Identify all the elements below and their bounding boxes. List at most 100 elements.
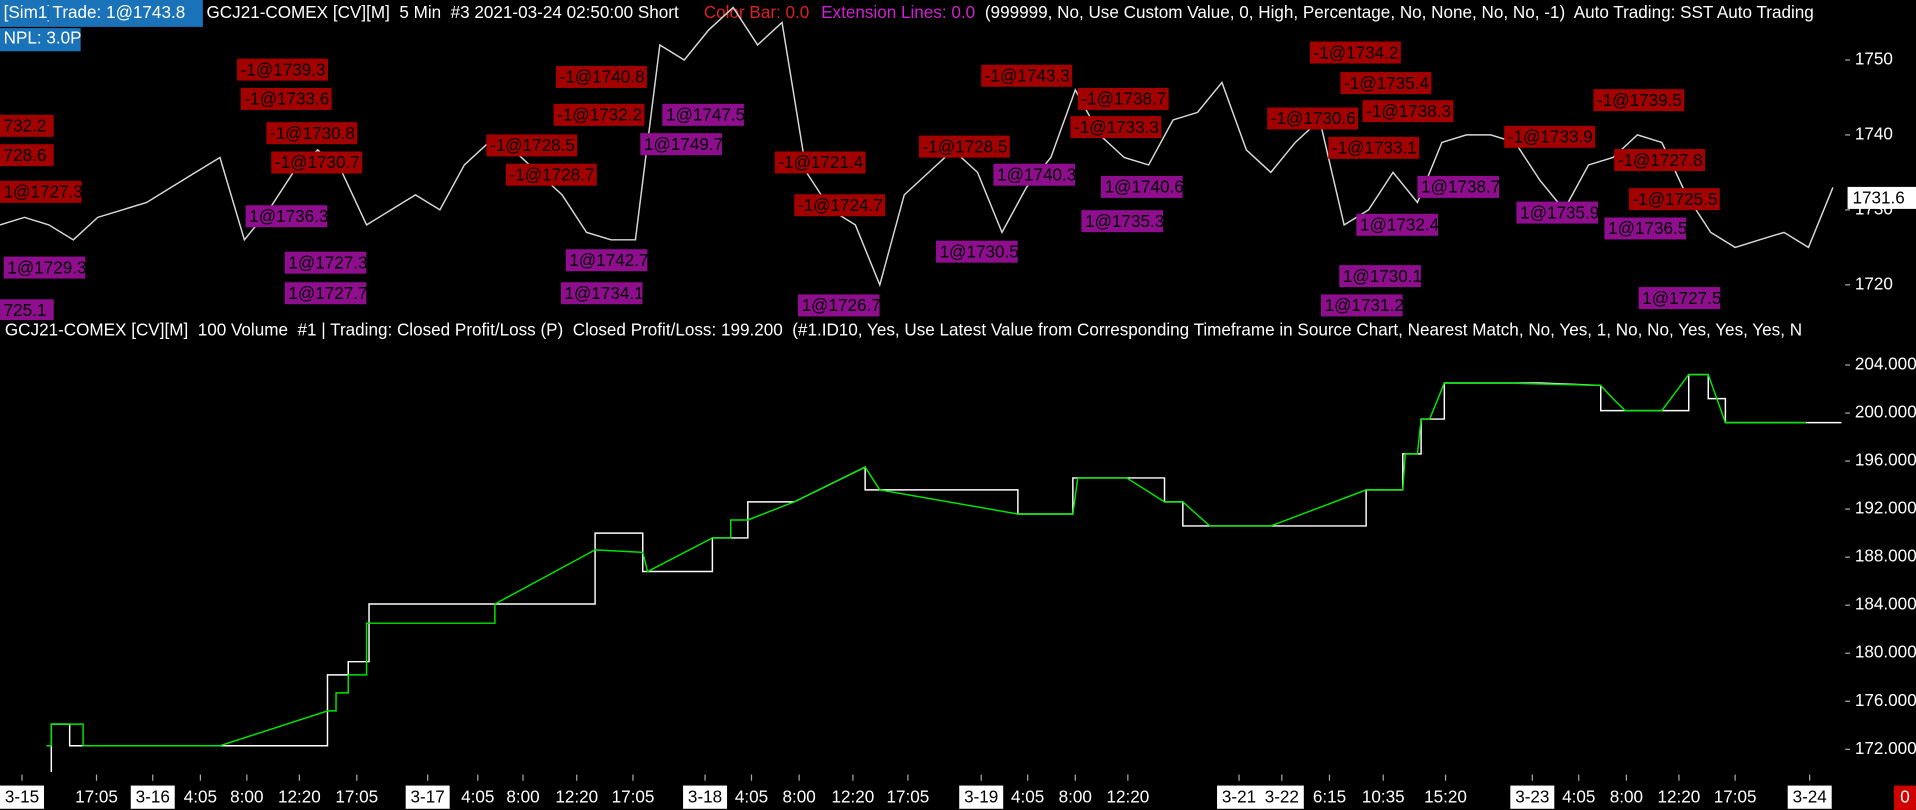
account: [Sim1] xyxy=(4,3,52,22)
x-tick-label: 3-24 xyxy=(1793,787,1827,806)
plot-area: 732.2 728.6 1@1727.3 1@1729.3 725.1 -1@1739.3… xyxy=(0,6,1834,321)
trade-label: -1@1733.6 xyxy=(244,90,329,109)
trade-label-box xyxy=(1362,100,1454,123)
last-price-label: 1731.6 xyxy=(1852,189,1904,208)
trade-label-box xyxy=(1339,265,1421,288)
trade-label-box xyxy=(486,134,578,157)
status-indicator: 0 xyxy=(1900,787,1910,806)
date-tick-bg xyxy=(1510,785,1555,809)
x-tick-label: 17:05 xyxy=(335,787,378,806)
trade-label-box xyxy=(774,151,866,174)
color-bar-info: Color Bar: 0.0 xyxy=(704,3,809,22)
x-tick-label: 8:00 xyxy=(1610,787,1643,806)
x-tick-label: 4:05 xyxy=(735,787,768,806)
status-box xyxy=(1894,785,1916,810)
trade-label-box xyxy=(662,103,744,126)
npl-badge xyxy=(0,28,81,52)
trade-label: -1@1740.8 xyxy=(560,68,645,87)
trade-label-box xyxy=(1320,294,1403,317)
account-badge xyxy=(0,0,49,27)
x-tick-label: 8:00 xyxy=(1059,787,1092,806)
y-tick-label: 188.000 xyxy=(1855,547,1916,566)
trade-label-box xyxy=(1614,149,1706,172)
trade-label-box xyxy=(993,163,1076,186)
trade-label-box xyxy=(797,294,880,317)
trade-label-box xyxy=(0,144,54,167)
x-tick-label: 8:00 xyxy=(783,787,816,806)
x-tick-label: 12:20 xyxy=(1658,787,1701,806)
x-tick-label: 8:00 xyxy=(506,787,539,806)
trade-label-box xyxy=(1309,41,1401,64)
last-price-box xyxy=(1847,186,1916,209)
trade-label: 1@1736.3 xyxy=(249,207,328,226)
symbol-info: GCJ21-COMEX [CV][M] 5 Min #3 2021-03-24 … xyxy=(207,3,679,22)
x-tick-label: 12:20 xyxy=(278,787,321,806)
trade-label-box xyxy=(553,103,645,126)
trade-label: 1@1726.7 xyxy=(802,296,881,315)
trade-label-box xyxy=(240,87,332,110)
lower-panel-header: GCJ21-COMEX [CV][M] 100 Volume #1 | Trad… xyxy=(5,321,1802,340)
trade-label: -1@1732.2 xyxy=(557,106,642,125)
trade-label: 1@1732.4 xyxy=(1360,216,1439,235)
x-tick-label: 10:35 xyxy=(1362,787,1405,806)
y-tick-label: 1720 xyxy=(1855,274,1893,293)
trade-label-box xyxy=(284,282,367,305)
trade-label: -1@1721.4 xyxy=(778,153,863,172)
date-tick-bg xyxy=(1217,785,1262,809)
trade-label: 1@1735.9 xyxy=(1520,203,1599,222)
x-tick-label: 4:05 xyxy=(461,787,494,806)
y-tick-label: 1750 xyxy=(1855,49,1893,68)
trade-label-box xyxy=(0,114,54,137)
trade-label-box xyxy=(560,282,643,305)
x-tick-label: 3-19 xyxy=(964,787,998,806)
date-tick-bg xyxy=(959,785,1004,809)
date-tick-bg xyxy=(1259,785,1304,809)
trade-label: -1@1728.5 xyxy=(490,136,575,155)
trade-label: 1@1727.7 xyxy=(288,284,367,303)
trade-label-box xyxy=(245,205,328,228)
trade-label: -1@1738.3 xyxy=(1366,102,1451,121)
trade-label-box xyxy=(794,194,886,217)
x-tick-label: 17:05 xyxy=(75,787,118,806)
x-tick-label: 3-17 xyxy=(411,787,445,806)
x-tick-label: 3-15 xyxy=(5,787,39,806)
trade-label: 1@1730.1 xyxy=(1343,267,1422,286)
trade-label: -1@1739.5 xyxy=(1597,91,1682,110)
trade-label-box xyxy=(271,151,363,174)
trade-label: 1@1747.5 xyxy=(666,106,745,125)
trade-label: 1@1749.7 xyxy=(644,135,723,154)
trade-label: 1@1736.5 xyxy=(1608,219,1687,238)
series-line xyxy=(46,373,1807,747)
trade-label: 1@1729.3 xyxy=(7,258,86,277)
trade-label: 1@1727.3 xyxy=(4,183,83,202)
trade-label-box xyxy=(1638,287,1721,310)
x-tick-label: 15:20 xyxy=(1424,787,1467,806)
x-tick-label: 3-23 xyxy=(1515,787,1549,806)
trade-label-box xyxy=(1100,175,1183,198)
trade-label: 1@1734.1 xyxy=(565,284,644,303)
trade-label: -1@1733.3 xyxy=(1074,118,1159,137)
x-tick-label: 12:20 xyxy=(555,787,598,806)
y-tick-label: 200.000 xyxy=(1855,403,1916,422)
trade-label-box xyxy=(1417,175,1500,198)
trade-info: Trade: 1@1743.8 xyxy=(53,3,186,22)
trade-label: -1@1733.9 xyxy=(1508,128,1593,147)
x-tick-label: 12:20 xyxy=(832,787,875,806)
extension-lines-info: Extension Lines: 0.0 xyxy=(821,3,975,22)
trade-label: 1@1731.2 xyxy=(1325,296,1404,315)
x-tick-label: 17:05 xyxy=(1714,787,1757,806)
trade-label: 1@1727.3 xyxy=(288,253,367,272)
plot-area xyxy=(46,373,1842,773)
trade-label: -1@1738.7 xyxy=(1081,90,1166,109)
trade-label: -1@1730.7 xyxy=(275,153,360,172)
x-tick-label: 8:00 xyxy=(230,787,263,806)
trade-label: 725.1 xyxy=(4,301,47,320)
date-tick-bg xyxy=(405,785,450,809)
trade-label-box xyxy=(1516,201,1599,224)
x-tick-label: 4:05 xyxy=(184,787,217,806)
trade-badge xyxy=(48,0,203,27)
trade-label: -1@1724.7 xyxy=(798,196,883,215)
trade-label: -1@1725.5 xyxy=(1633,190,1718,209)
